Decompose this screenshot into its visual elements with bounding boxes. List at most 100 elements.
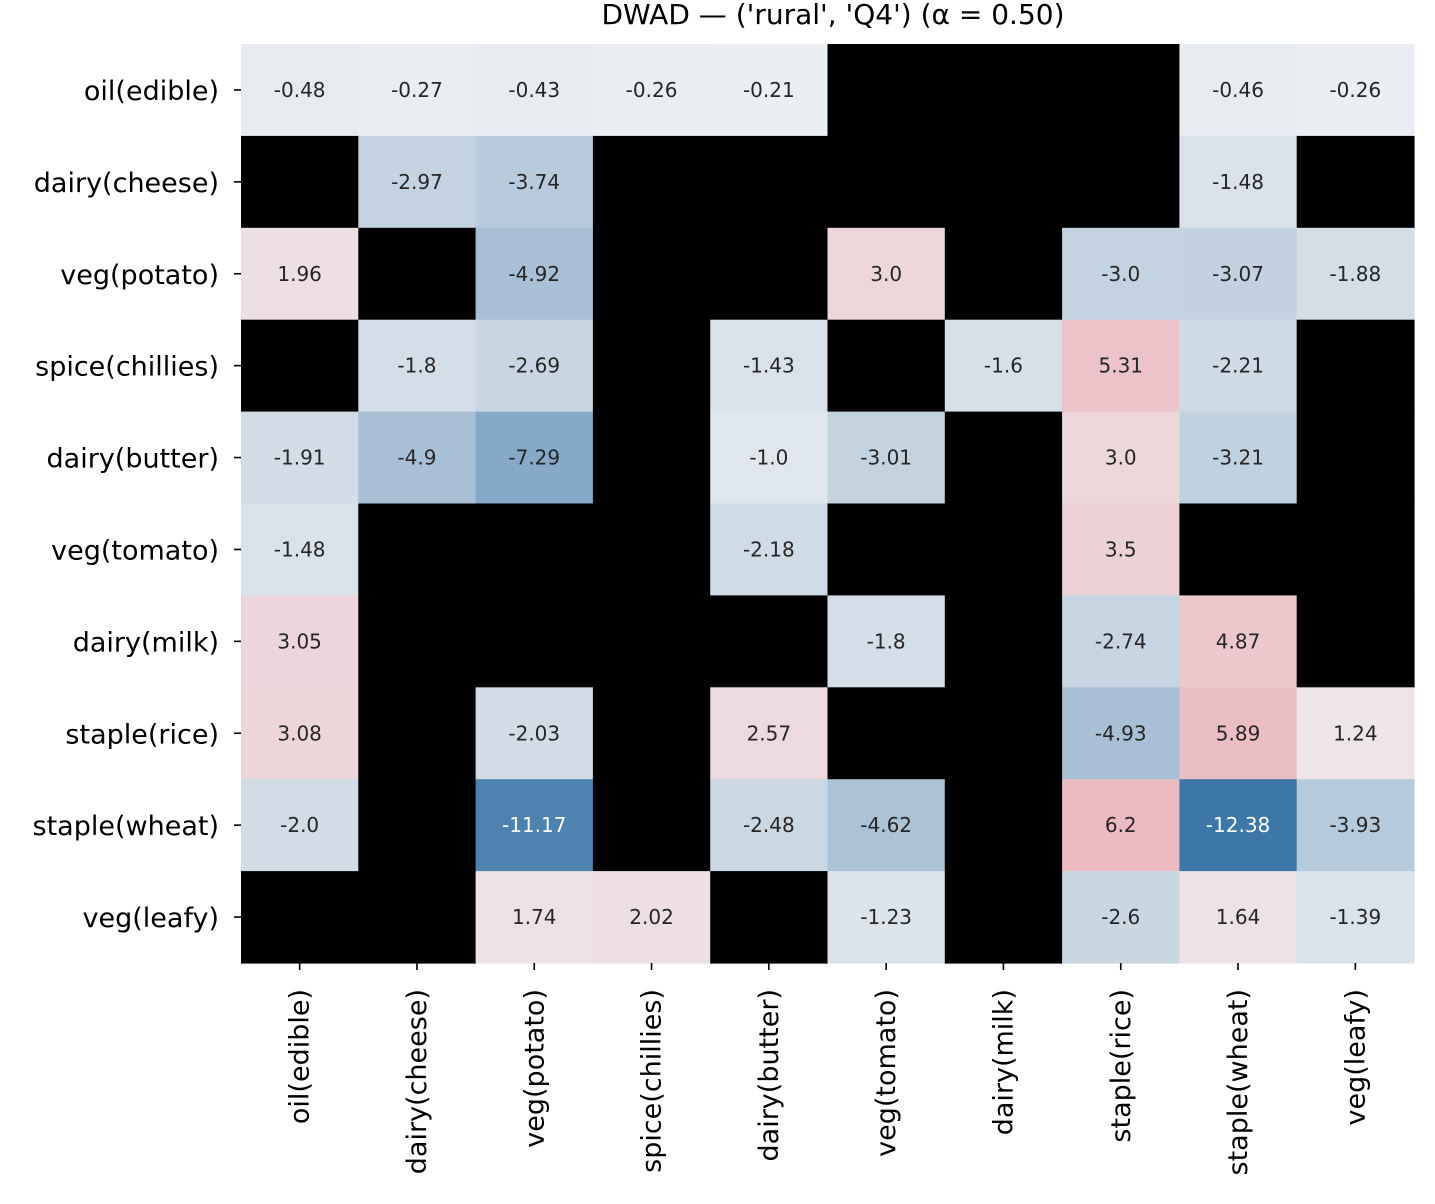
cell-value-label: -0.48 [274,78,326,102]
cell-value-label: 3.05 [277,629,322,653]
x-tick-label: staple(wheat) [1223,989,1254,1175]
heatmap-cell [1062,595,1180,688]
cell-value-label: 2.57 [747,721,792,745]
heatmap-cell [358,503,477,596]
heatmap-cell [1179,227,1298,321]
heatmap-cell [1062,44,1180,137]
cell-value-label: -2.21 [1212,354,1264,378]
heatmap-cell [1179,44,1298,137]
x-tick-label: spice(chillies) [637,989,668,1173]
cell-value-label: 1.96 [277,262,322,286]
heatmap-cell [475,779,594,872]
heatmap-cell [710,503,829,596]
heatmap-cell [475,44,594,137]
chart-title: DWAD — ('rural', 'Q4') (α = 0.50) [601,0,1064,31]
heatmap-cell [827,503,946,596]
cell-value-label: -7.29 [508,446,560,470]
heatmap-cell [1179,595,1298,688]
heatmap-cell [358,411,477,505]
heatmap-cell [1296,44,1415,137]
cell-value-label: 2.02 [629,905,674,929]
heatmap-cell [944,871,1063,964]
cell-value-label: 1.24 [1333,721,1378,745]
heatmap-cell [1296,411,1415,505]
cell-value-label: -0.26 [626,78,678,102]
heatmap-cell [358,227,477,321]
cell-value-label: -1.91 [274,446,326,470]
x-tick-label: veg(leafy) [1340,989,1371,1125]
heatmap-cell [1179,135,1298,229]
heatmap-cell [592,135,711,229]
cell-value-label: -2.0 [280,813,319,837]
heatmap-cell [241,871,359,964]
y-tick-label: dairy(milk) [73,627,219,658]
heatmap-cell [241,319,359,413]
heatmap-cell [358,44,477,137]
heatmap-cell [1062,319,1180,413]
heatmap-cell [1062,411,1180,505]
cell-value-label: -0.26 [1329,78,1381,102]
cell-value-label: 1.64 [1216,905,1261,929]
heatmap-cell [1179,687,1298,780]
cell-value-label: -2.74 [1095,629,1147,653]
cell-value-label: 6.2 [1105,813,1137,837]
cell-value-label: -4.92 [508,262,560,286]
cell-value-label: 4.87 [1216,629,1261,653]
heatmap-cell [1296,871,1415,964]
heatmap-cell [358,595,477,688]
cell-value-label: -1.8 [397,354,436,378]
cell-value-label: -2.03 [508,721,560,745]
heatmap-cell [710,44,829,137]
x-tick-label: dairy(butter) [754,989,785,1161]
heatmap-cell [827,227,946,321]
cell-value-label: 3.0 [870,262,902,286]
x-tick-label: dairy(cheese) [402,989,433,1174]
cell-value-label: -3.0 [1101,262,1140,286]
heatmap-cell [827,687,946,780]
heatmap-cell [475,319,594,413]
cell-value-label: -2.6 [1101,905,1140,929]
heatmap-cell [475,135,594,229]
heatmap-cell [710,319,829,413]
heatmap-cell [241,227,359,321]
heatmap-cell [710,871,829,964]
heatmap-cell [710,779,829,872]
heatmap-cell [710,411,829,505]
cell-value-label: -1.23 [860,905,912,929]
heatmap-cell [827,319,946,413]
y-tick-label: dairy(butter) [47,444,219,475]
heatmap-cell [1179,319,1298,413]
heatmap-cells [241,44,1415,964]
heatmap-cell [592,871,711,964]
cell-value-label: -2.48 [743,813,795,837]
cell-value-label: -3.21 [1212,446,1264,470]
heatmap-cell [592,319,711,413]
cell-value-label: -4.9 [397,446,436,470]
heatmap-cell [1296,503,1415,596]
y-tick-label: staple(wheat) [33,811,219,842]
cell-value-label: -1.48 [274,537,326,561]
heatmap-cell [1296,595,1415,688]
heatmap-cell [1179,871,1298,964]
cell-value-label: -2.18 [743,537,795,561]
heatmap-cell [358,319,477,413]
cell-value-label: -1.39 [1329,905,1381,929]
heatmap-cell [710,687,829,780]
heatmap-cell [1179,503,1298,596]
heatmap-cell [944,411,1063,505]
heatmap-cell [241,135,359,229]
heatmap-cell [944,595,1063,688]
cell-value-label: 3.5 [1105,537,1137,561]
cell-value-label: -1.8 [867,629,906,653]
heatmap-cell [241,779,359,872]
heatmap-cell [710,227,829,321]
y-axis: oil(edible) dairy(cheese) veg(potato) spice… [33,76,241,934]
heatmap-cell [241,595,359,688]
y-tick-label: oil(edible) [84,76,219,107]
cell-value-label: -0.46 [1212,78,1264,102]
heatmap-cell [1296,227,1415,321]
cell-value-label: 5.31 [1098,354,1143,378]
heatmap-cell [241,44,359,137]
heatmap-cell [592,687,711,780]
